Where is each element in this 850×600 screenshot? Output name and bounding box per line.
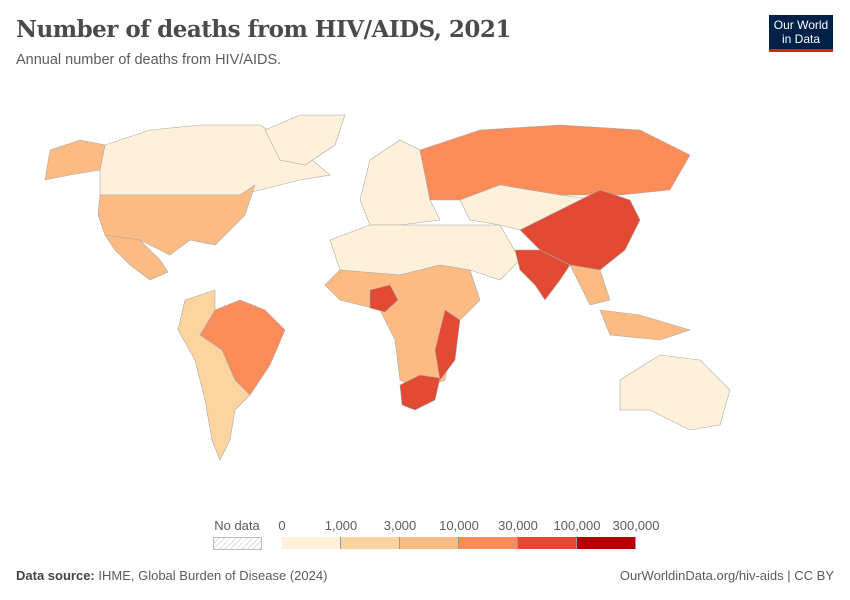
world-map [44,114,731,461]
owid-logo[interactable]: Our World in Data [769,15,833,52]
region-Mozambique[interactable] [434,309,461,381]
legend-bin[interactable] [577,537,636,549]
region-United States[interactable] [44,139,256,256]
legend-bin[interactable] [400,537,459,549]
region-Southeast Asia[interactable] [569,264,691,341]
region-South America other[interactable] [177,289,251,461]
page-subtitle: Annual number of deaths from HIV/AIDS. [16,52,282,68]
legend: No data 0 1,000 3,000 10,000 30,000 100,000 30… [0,515,850,555]
legend-no-data-swatch[interactable] [213,537,262,550]
region-Europe[interactable] [359,139,441,226]
legend-bin[interactable] [341,537,400,549]
legend-bin[interactable] [282,537,341,549]
region-Mexico[interactable] [104,234,169,281]
legend-tick-label: 1,000 [324,518,358,533]
region-Greenland[interactable] [264,114,346,166]
legend-bin[interactable] [518,537,577,549]
legend-tick-label: 300,000 [612,518,660,533]
legend-tick-label: 10,000 [439,518,479,533]
footer-link[interactable]: OurWorldinData.org/hiv-aids | CC BY [619,568,834,583]
region-Australia[interactable] [619,354,731,431]
legend-tick-label: 3,000 [383,518,417,533]
page-title: Number of deaths from HIV/AIDS, 2021 [16,16,511,43]
source-text: IHME, Global Burden of Disease (2024) [98,568,328,583]
legend-tick-label: 30,000 [498,518,538,533]
legend-tick-label: 100,000 [553,518,601,533]
legend-no-data-label: No data [214,518,260,533]
region-India[interactable] [514,249,571,301]
region-Russia[interactable] [419,124,691,201]
legend-tick-label: 0 [278,518,286,533]
region-South Africa[interactable] [399,374,441,411]
legend-bin[interactable] [459,537,518,549]
source-note: Data source: IHME, Global Burden of Dise… [16,568,327,583]
region-Nigeria[interactable] [369,284,399,313]
source-label: Data source: [16,568,95,583]
